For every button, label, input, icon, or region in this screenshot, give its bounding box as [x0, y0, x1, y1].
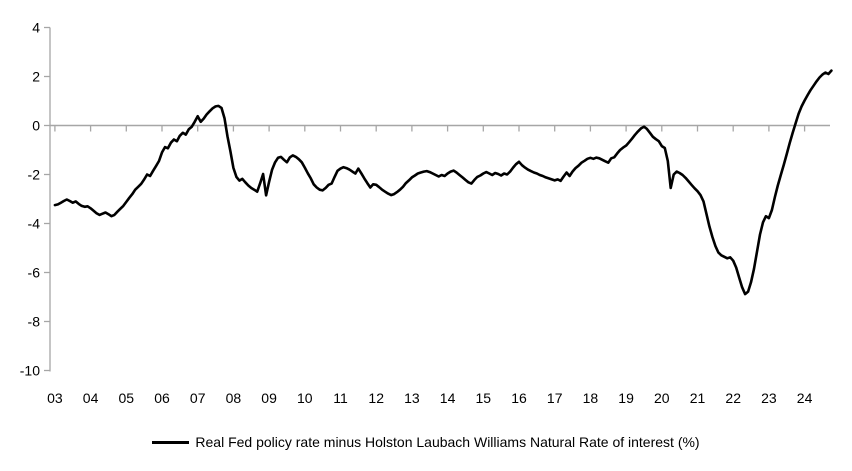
y-axis-tick-label: -6 [28, 265, 41, 281]
legend-line-sample [152, 440, 190, 444]
x-axis-tick-label: 16 [511, 390, 527, 406]
y-axis-tick-label: -4 [28, 216, 41, 232]
x-axis-tick-label: 11 [333, 390, 348, 406]
x-axis-tick-label: 12 [368, 390, 384, 406]
x-axis-tick-label: 17 [547, 390, 563, 406]
x-axis-tick-label: 23 [761, 390, 777, 406]
x-axis-tick-label: 10 [297, 390, 313, 406]
y-axis-tick-label: 4 [32, 20, 40, 36]
x-axis-tick-label: 19 [618, 390, 634, 406]
x-axis-tick-label: 04 [83, 390, 99, 406]
x-axis-tick-label: 13 [404, 390, 420, 406]
x-axis-tick-label: 14 [440, 390, 456, 406]
x-axis-tick-label: 15 [476, 390, 492, 406]
x-axis-tick-label: 20 [654, 390, 670, 406]
x-axis-tick-label: 24 [797, 390, 813, 406]
x-axis-tick-label: 21 [690, 390, 706, 406]
x-axis-tick-label: 03 [47, 390, 63, 406]
x-axis-tick-label: 08 [226, 390, 242, 406]
y-axis-tick-label: -10 [20, 363, 40, 379]
x-axis-tick-label: 07 [190, 390, 206, 406]
x-axis-tick-label: 09 [261, 390, 277, 406]
chart-legend: Real Fed policy rate minus Holston Lauba… [0, 432, 852, 452]
y-axis-tick-label: -2 [28, 167, 41, 183]
x-axis-tick-label: 18 [583, 390, 599, 406]
x-axis-tick-label: 22 [725, 390, 741, 406]
y-axis-tick-label: -8 [28, 314, 41, 330]
x-axis-tick-label: 05 [119, 390, 135, 406]
data-series-line [53, 69, 833, 296]
legend-label: Real Fed policy rate minus Holston Lauba… [195, 434, 700, 450]
x-axis-tick-label: 06 [154, 390, 170, 406]
y-axis-tick-label: 0 [32, 118, 40, 134]
y-axis-tick-label: 2 [32, 69, 40, 85]
